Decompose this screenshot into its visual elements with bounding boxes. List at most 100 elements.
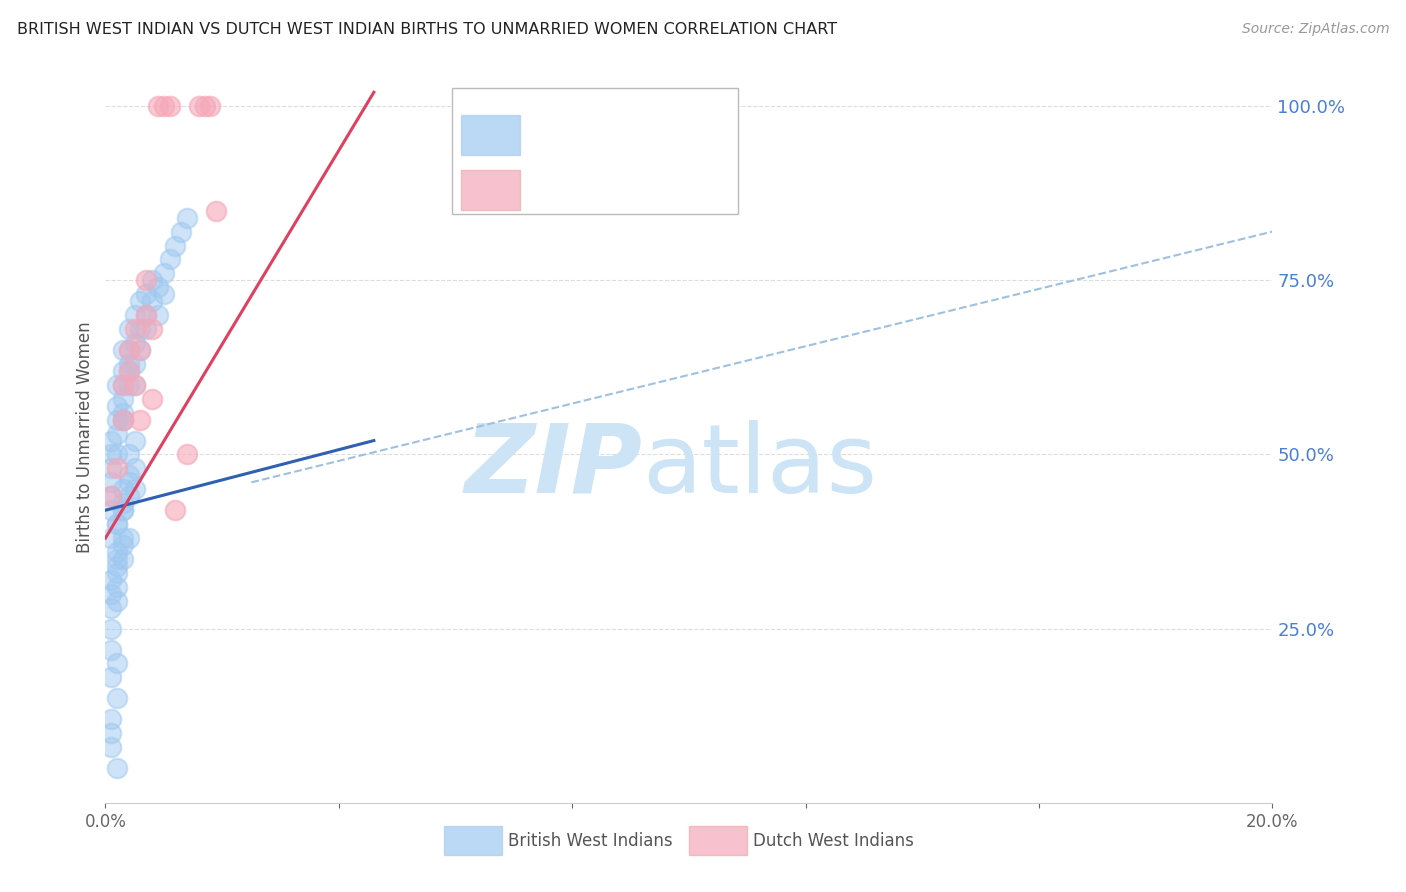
Point xyxy=(135,308,157,322)
Point xyxy=(146,308,169,322)
Text: N =: N = xyxy=(633,127,681,145)
Point xyxy=(100,712,122,726)
Point xyxy=(118,489,141,503)
Point xyxy=(141,392,163,406)
Point xyxy=(111,392,134,406)
Point xyxy=(100,622,122,636)
Point xyxy=(118,357,141,371)
Text: Dutch West Indians: Dutch West Indians xyxy=(754,832,914,850)
Text: atlas: atlas xyxy=(643,420,877,513)
Point xyxy=(124,434,146,448)
Point xyxy=(105,594,128,608)
Point xyxy=(105,399,128,413)
Y-axis label: Births to Unmarried Women: Births to Unmarried Women xyxy=(76,321,94,553)
FancyBboxPatch shape xyxy=(461,170,520,211)
Text: 81: 81 xyxy=(692,127,714,145)
Point xyxy=(118,448,141,462)
Point xyxy=(141,273,163,287)
Point xyxy=(124,377,146,392)
Point xyxy=(100,475,122,490)
Point xyxy=(105,552,128,566)
Point xyxy=(118,343,141,357)
Point xyxy=(146,99,169,113)
Point xyxy=(141,294,163,309)
Text: 23: 23 xyxy=(692,181,714,199)
Point xyxy=(105,691,128,706)
Point xyxy=(111,377,134,392)
FancyBboxPatch shape xyxy=(689,826,748,855)
Point xyxy=(124,336,146,351)
Point xyxy=(105,761,128,775)
Point xyxy=(176,448,198,462)
Point xyxy=(205,203,228,218)
Point xyxy=(105,448,128,462)
FancyBboxPatch shape xyxy=(453,88,738,214)
Point xyxy=(194,99,217,113)
Point xyxy=(105,545,128,559)
Point xyxy=(170,225,193,239)
Point xyxy=(146,280,169,294)
Point xyxy=(129,412,152,426)
Text: R =: R = xyxy=(537,181,574,199)
Point xyxy=(100,503,122,517)
Point xyxy=(118,322,141,336)
Text: BRITISH WEST INDIAN VS DUTCH WEST INDIAN BIRTHS TO UNMARRIED WOMEN CORRELATION C: BRITISH WEST INDIAN VS DUTCH WEST INDIAN… xyxy=(17,22,837,37)
Point xyxy=(111,496,134,510)
Point xyxy=(111,343,134,357)
Point xyxy=(100,531,122,545)
Text: R =: R = xyxy=(537,127,574,145)
Point xyxy=(100,448,122,462)
Point xyxy=(111,412,134,426)
Point xyxy=(105,566,128,580)
Point xyxy=(118,468,141,483)
Point xyxy=(100,642,122,657)
Point xyxy=(135,322,157,336)
Point xyxy=(124,461,146,475)
Text: N =: N = xyxy=(633,181,681,199)
Point xyxy=(100,600,122,615)
Point xyxy=(100,489,122,503)
FancyBboxPatch shape xyxy=(444,826,502,855)
Point xyxy=(105,461,128,475)
Point xyxy=(135,308,157,322)
Point xyxy=(118,377,141,392)
Point xyxy=(105,517,128,532)
Text: British West Indians: British West Indians xyxy=(508,832,672,850)
Point xyxy=(124,322,146,336)
Point xyxy=(165,503,187,517)
Point xyxy=(111,406,134,420)
Point xyxy=(105,517,128,532)
Point xyxy=(111,552,134,566)
Point xyxy=(105,426,128,441)
Point xyxy=(129,322,152,336)
Point xyxy=(111,412,134,426)
Point xyxy=(100,461,122,475)
Point xyxy=(111,538,134,552)
Point xyxy=(159,252,181,267)
Text: ZIP: ZIP xyxy=(464,420,643,513)
Point xyxy=(153,99,174,113)
Text: 0.835: 0.835 xyxy=(575,181,627,199)
Point xyxy=(153,287,174,301)
Point xyxy=(111,412,134,426)
Text: 0.187: 0.187 xyxy=(575,127,627,145)
Point xyxy=(124,357,146,371)
Point xyxy=(105,657,128,671)
Point xyxy=(200,99,222,113)
Point xyxy=(124,483,146,497)
Point xyxy=(165,238,187,252)
Point xyxy=(111,531,134,545)
Point xyxy=(111,483,134,497)
Point xyxy=(135,287,157,301)
Point xyxy=(100,670,122,684)
Point xyxy=(153,266,174,280)
FancyBboxPatch shape xyxy=(461,115,520,155)
Point xyxy=(118,364,141,378)
Point xyxy=(105,580,128,594)
Point xyxy=(118,343,141,357)
Point xyxy=(111,364,134,378)
Point xyxy=(141,322,163,336)
Point xyxy=(100,726,122,740)
Point xyxy=(187,99,209,113)
Text: Source: ZipAtlas.com: Source: ZipAtlas.com xyxy=(1241,22,1389,37)
